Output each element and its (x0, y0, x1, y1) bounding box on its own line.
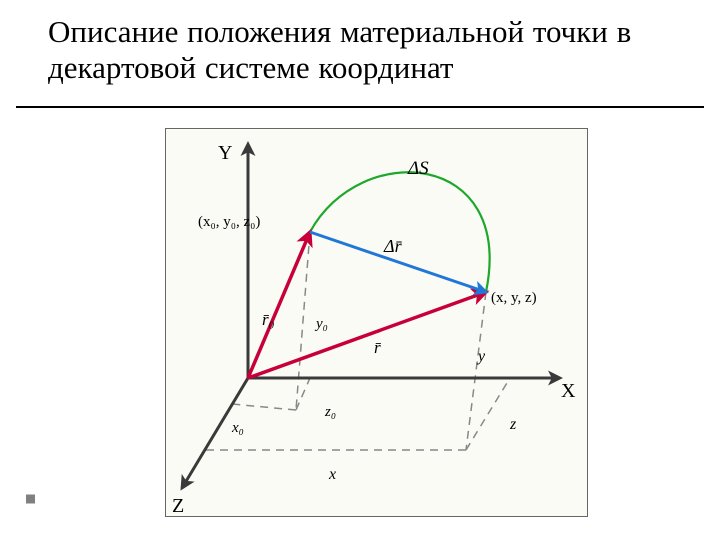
trajectory-path (310, 172, 490, 292)
projection-lines (204, 232, 510, 450)
vector-r (248, 292, 486, 378)
label-point-p1: (x, y, z) (491, 290, 537, 307)
label-axis-y: Y (218, 142, 232, 165)
label-x: x (329, 466, 336, 484)
footer-bullet-icon (26, 495, 35, 504)
dash-p1-to-z (466, 378, 510, 450)
dash-p0-to-z (296, 378, 310, 410)
dash-p1-vert (466, 292, 486, 450)
label-r0: r̄₀ (262, 310, 275, 330)
label-delta-r: Δr̄ (384, 236, 402, 257)
label-y0: y₀ (316, 316, 328, 333)
position-vectors (248, 232, 486, 378)
label-point-p0: (x₀, y₀, z₀) (198, 214, 260, 231)
vector-r0 (248, 232, 310, 378)
label-r: r̄ (374, 338, 381, 358)
dash-p0-to-x (232, 404, 296, 410)
label-axis-x: X (561, 380, 575, 403)
label-axis-z: Z (172, 495, 184, 518)
label-delta-s: ΔS (408, 158, 429, 180)
label-z0: z₀ (325, 404, 336, 421)
coordinate-diagram (0, 0, 720, 540)
label-z: z (510, 416, 516, 434)
slide: Описание положения материальной точки в … (0, 0, 720, 540)
label-x0: x₀ (232, 420, 244, 437)
label-y: y (478, 348, 485, 366)
